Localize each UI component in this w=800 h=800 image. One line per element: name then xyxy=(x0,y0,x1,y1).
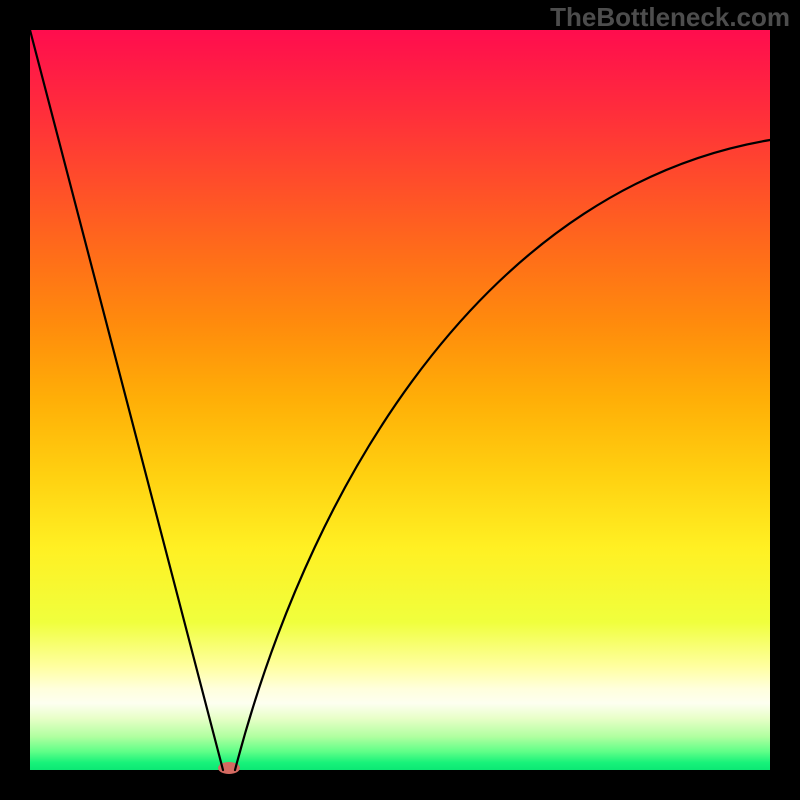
chart-container: TheBottleneck.com xyxy=(0,0,800,800)
watermark-text: TheBottleneck.com xyxy=(550,2,790,33)
bottleneck-curve-svg xyxy=(0,0,800,800)
